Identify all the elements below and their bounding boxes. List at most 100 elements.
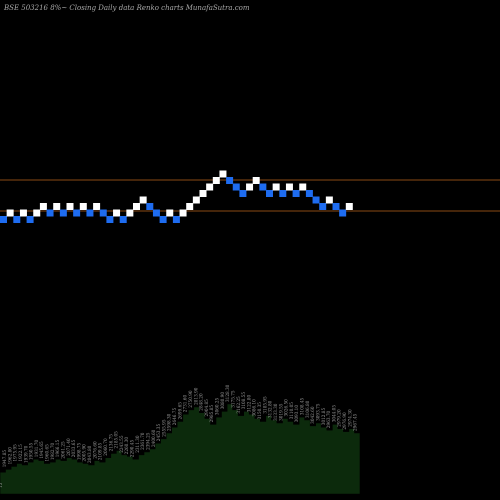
renko-brick-up bbox=[113, 209, 121, 217]
volume-price-label: 1966.15 bbox=[55, 440, 60, 458]
volume-price-label: 2967.45 bbox=[353, 413, 358, 431]
renko-brick-up bbox=[66, 203, 74, 210]
volume-price-label: 2598.30 bbox=[167, 413, 172, 431]
renko-brick-down bbox=[226, 177, 234, 184]
volume-price-label: 2555.95 bbox=[161, 419, 166, 437]
volume-price-label: 2400.60 bbox=[151, 429, 156, 447]
renko-brick-up bbox=[325, 196, 333, 204]
renko-brick-down bbox=[13, 216, 21, 223]
volume-price-label: 3026.50 bbox=[284, 399, 289, 417]
volume-price-label: 3086.10 bbox=[252, 399, 257, 417]
volume-price-label: 3042.60 bbox=[310, 406, 315, 424]
renko-brick-up bbox=[252, 177, 260, 184]
renko-brick-up bbox=[19, 209, 27, 217]
volume-price-label: 2979.20 bbox=[337, 409, 342, 427]
renko-brick-down bbox=[46, 209, 54, 217]
renko-bricks bbox=[0, 170, 353, 223]
volume-price-label: 3122.80 bbox=[246, 395, 251, 413]
renko-brick-down bbox=[312, 196, 320, 204]
renko-brick-down bbox=[339, 209, 347, 217]
volume-price-label: 1945.65 bbox=[39, 441, 44, 459]
volume-price-label: 2699.65 bbox=[177, 402, 182, 420]
volume-price-label: 2731.60 bbox=[183, 395, 188, 413]
renko-brick-down bbox=[26, 216, 34, 223]
volume-price-label: 2005.90 bbox=[82, 444, 87, 462]
volume-price-label: 2260.30 bbox=[124, 437, 129, 455]
volume-price-label: 1947.85 bbox=[2, 450, 7, 468]
volume-price-label: 1922.15 bbox=[18, 444, 23, 462]
renko-brick-down bbox=[332, 203, 340, 210]
volume-price-label: 1931.70 bbox=[34, 440, 39, 458]
renko-brick-down bbox=[305, 190, 313, 197]
volume-price-label: 3108.55 bbox=[241, 392, 246, 410]
renko-brick-up bbox=[186, 203, 194, 210]
volume-price-label: 2243.55 bbox=[119, 435, 124, 453]
renko-brick-up bbox=[53, 203, 61, 210]
renko-brick-down bbox=[279, 190, 287, 197]
volume-price-label: 2813.90 bbox=[193, 387, 198, 405]
volume-price-label: 3128.30 bbox=[225, 384, 230, 402]
volume-price-label: 3080.90 bbox=[220, 392, 225, 410]
renko-brick-down bbox=[259, 183, 267, 191]
renko-brick-up bbox=[199, 190, 207, 197]
renko-brick-down bbox=[239, 190, 247, 197]
volume-price-label: 2646.75 bbox=[172, 408, 177, 426]
renko-brick-down bbox=[319, 203, 327, 210]
volume-price-label: 2361.70 bbox=[140, 432, 145, 450]
volume-price-label: 2076.60 bbox=[92, 441, 97, 459]
renko-brick-up bbox=[246, 183, 254, 191]
renko-brick-up bbox=[33, 209, 41, 217]
renko-brick-down bbox=[119, 216, 127, 223]
volume-price-label: 1982.70 bbox=[50, 442, 55, 460]
volume-price-label: 3060.25 bbox=[215, 397, 220, 415]
volume-price-label: 3162.25 bbox=[236, 396, 241, 414]
renko-brick-up bbox=[139, 196, 147, 204]
renko-brick-down bbox=[159, 216, 167, 223]
renko-brick-up bbox=[285, 183, 293, 191]
renko-brick-down bbox=[146, 203, 154, 210]
reference-lines bbox=[0, 179, 500, 212]
volume-step-area bbox=[0, 403, 361, 495]
volume-price-label: 2394.25 bbox=[146, 432, 151, 450]
volume-price-label: 2033.65 bbox=[71, 440, 76, 458]
renko-brick-down bbox=[59, 209, 67, 217]
volume-price-label: 2061.25 bbox=[60, 441, 65, 459]
volume-price-label: 3093.75 bbox=[316, 403, 321, 421]
renko-brick-up bbox=[192, 196, 200, 204]
volume-price-label: 3093.10 bbox=[294, 405, 299, 423]
volume-price-label: 2963.70 bbox=[326, 410, 331, 428]
renko-brick-up bbox=[299, 183, 307, 191]
volume-price-label: 3012.85 bbox=[321, 408, 326, 426]
volume-price-label: 2750.90 bbox=[188, 390, 193, 408]
volume-price-label: 2848.20 bbox=[199, 393, 204, 411]
volume-price-label: 1962.80 bbox=[7, 447, 12, 465]
volume-price-label: 2904.85 bbox=[204, 399, 209, 417]
volume-price-label: 1950.55 bbox=[29, 442, 34, 460]
volume-first-label: 15 bbox=[0, 482, 3, 488]
renko-brick-down bbox=[232, 183, 240, 191]
volume-price-label: 3019.55 bbox=[278, 403, 283, 421]
renko-brick-down bbox=[73, 209, 81, 217]
volume-price-label: 3132.80 bbox=[268, 400, 273, 418]
renko-brick-up bbox=[166, 209, 174, 217]
renko-brick-down bbox=[152, 209, 160, 217]
volume-price-label: 3175.75 bbox=[231, 390, 236, 408]
volume-price-label: 2974.30 bbox=[347, 409, 352, 427]
volume-price-label: 2453.35 bbox=[156, 424, 161, 442]
renko-brick-up bbox=[133, 203, 140, 210]
volume-price-label: 2060.70 bbox=[103, 438, 108, 456]
volume-price-label: 1960.65 bbox=[45, 444, 50, 462]
renko-brick-up bbox=[272, 183, 280, 191]
volume-labels: 1947.85 1962.80 1975.95 1922.15 1939.70 1950.… bbox=[0, 384, 358, 488]
volume-price-label: 3150.35 bbox=[257, 402, 262, 420]
renko-brick-down bbox=[172, 216, 180, 223]
volume-price-label: 2185.05 bbox=[114, 431, 119, 449]
renko-brick-down bbox=[99, 209, 107, 217]
renko-brick-up bbox=[212, 177, 220, 184]
volume-price-label: 3108.45 bbox=[300, 397, 305, 415]
renko-brick-up bbox=[6, 209, 14, 217]
chart-title: BSE 503216 8%~ Closing Daily data Renko … bbox=[3, 4, 250, 12]
volume-price-label: 1975.95 bbox=[13, 444, 18, 462]
renko-brick-down bbox=[86, 209, 94, 217]
